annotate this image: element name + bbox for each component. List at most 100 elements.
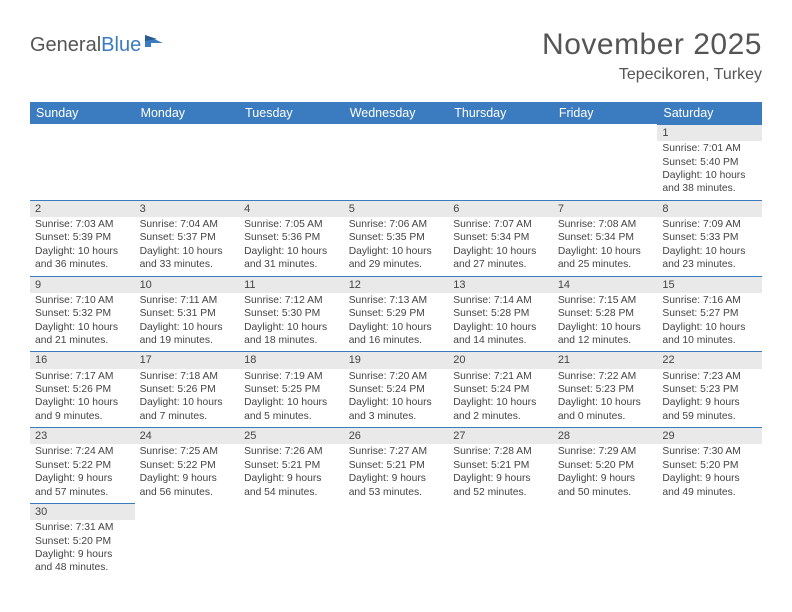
- day-number: 4: [239, 200, 344, 217]
- daylight-text: Daylight: 10 hours and 3 minutes.: [349, 396, 444, 423]
- calendar-page: General Blue November 2025 Tepecikoren, …: [0, 0, 792, 599]
- sunrise-text: Sunrise: 7:18 AM: [140, 370, 235, 383]
- daylight-text: Daylight: 10 hours and 23 minutes.: [662, 245, 757, 272]
- sunset-text: Sunset: 5:23 PM: [558, 383, 653, 396]
- day-empty: [657, 520, 762, 525]
- day-info: Sunrise: 7:20 AMSunset: 5:24 PMDaylight:…: [344, 369, 449, 428]
- calendar-cell-info: Sunrise: 7:16 AMSunset: 5:27 PMDaylight:…: [657, 293, 762, 352]
- sunset-text: Sunset: 5:30 PM: [244, 307, 339, 320]
- flag-icon: [145, 33, 167, 54]
- calendar-cell-num: 13: [448, 276, 553, 293]
- sunrise-text: Sunrise: 7:19 AM: [244, 370, 339, 383]
- day-empty: [657, 503, 762, 519]
- day-empty: [344, 520, 449, 525]
- sunrise-text: Sunrise: 7:04 AM: [140, 218, 235, 231]
- calendar-cell-num: 18: [239, 351, 344, 368]
- day-empty: [344, 141, 449, 146]
- calendar-cell-info: Sunrise: 7:31 AMSunset: 5:20 PMDaylight:…: [30, 520, 135, 579]
- day-info: Sunrise: 7:03 AMSunset: 5:39 PMDaylight:…: [30, 217, 135, 276]
- sunset-text: Sunset: 5:21 PM: [453, 459, 548, 472]
- daylight-text: Daylight: 9 hours and 59 minutes.: [662, 396, 757, 423]
- calendar-cell-num: 5: [344, 200, 449, 217]
- calendar-cell-num: 4: [239, 200, 344, 217]
- day-empty: [135, 503, 240, 519]
- daylight-text: Daylight: 10 hours and 0 minutes.: [558, 396, 653, 423]
- day-number: 20: [448, 351, 553, 368]
- sunset-text: Sunset: 5:27 PM: [662, 307, 757, 320]
- calendar-cell-num: 20: [448, 351, 553, 368]
- dayheader-friday: Friday: [553, 102, 658, 124]
- day-empty: [344, 503, 449, 519]
- sunrise-text: Sunrise: 7:12 AM: [244, 294, 339, 307]
- day-number: 27: [448, 427, 553, 444]
- sunrise-text: Sunrise: 7:27 AM: [349, 445, 444, 458]
- day-info: Sunrise: 7:24 AMSunset: 5:22 PMDaylight:…: [30, 444, 135, 503]
- calendar-cell-info: Sunrise: 7:27 AMSunset: 5:21 PMDaylight:…: [344, 444, 449, 503]
- calendar-cell-num: [135, 124, 240, 141]
- daylight-text: Daylight: 10 hours and 16 minutes.: [349, 321, 444, 348]
- day-number: 5: [344, 200, 449, 217]
- calendar-cell-info: Sunrise: 7:21 AMSunset: 5:24 PMDaylight:…: [448, 369, 553, 428]
- day-info: Sunrise: 7:23 AMSunset: 5:23 PMDaylight:…: [657, 369, 762, 428]
- daylight-text: Daylight: 10 hours and 38 minutes.: [662, 169, 757, 196]
- calendar-cell-num: 21: [553, 351, 658, 368]
- day-info: Sunrise: 7:06 AMSunset: 5:35 PMDaylight:…: [344, 217, 449, 276]
- calendar-cell-num: 9: [30, 276, 135, 293]
- calendar-cell-info: [344, 520, 449, 579]
- sunset-text: Sunset: 5:33 PM: [662, 231, 757, 244]
- sunset-text: Sunset: 5:28 PM: [453, 307, 548, 320]
- logo-text-blue: Blue: [101, 34, 141, 57]
- daylight-text: Daylight: 10 hours and 7 minutes.: [140, 396, 235, 423]
- sunset-text: Sunset: 5:40 PM: [662, 156, 757, 169]
- sunset-text: Sunset: 5:35 PM: [349, 231, 444, 244]
- calendar-cell-info: Sunrise: 7:04 AMSunset: 5:37 PMDaylight:…: [135, 217, 240, 276]
- sunrise-text: Sunrise: 7:28 AM: [453, 445, 548, 458]
- daylight-text: Daylight: 10 hours and 19 minutes.: [140, 321, 235, 348]
- day-empty: [135, 141, 240, 146]
- calendar-cell-info: [344, 141, 449, 200]
- calendar-cell-info: [657, 520, 762, 579]
- dayheader-saturday: Saturday: [657, 102, 762, 124]
- day-info: Sunrise: 7:17 AMSunset: 5:26 PMDaylight:…: [30, 369, 135, 428]
- sunrise-text: Sunrise: 7:25 AM: [140, 445, 235, 458]
- calendar-cell-info: Sunrise: 7:05 AMSunset: 5:36 PMDaylight:…: [239, 217, 344, 276]
- daylight-text: Daylight: 10 hours and 12 minutes.: [558, 321, 653, 348]
- day-info: Sunrise: 7:05 AMSunset: 5:36 PMDaylight:…: [239, 217, 344, 276]
- day-number: 13: [448, 276, 553, 293]
- calendar-cell-num: [657, 503, 762, 520]
- calendar-cell-num: 23: [30, 427, 135, 444]
- calendar-table: SundayMondayTuesdayWednesdayThursdayFrid…: [30, 102, 762, 579]
- day-number: 1: [657, 124, 762, 141]
- day-number: 14: [553, 276, 658, 293]
- daylight-text: Daylight: 10 hours and 33 minutes.: [140, 245, 235, 272]
- sunset-text: Sunset: 5:25 PM: [244, 383, 339, 396]
- calendar-cell-num: 15: [657, 276, 762, 293]
- day-number: 21: [553, 351, 658, 368]
- day-info: Sunrise: 7:30 AMSunset: 5:20 PMDaylight:…: [657, 444, 762, 503]
- sunrise-text: Sunrise: 7:07 AM: [453, 218, 548, 231]
- calendar-body: 1Sunrise: 7:01 AMSunset: 5:40 PMDaylight…: [30, 124, 762, 579]
- sunset-text: Sunset: 5:31 PM: [140, 307, 235, 320]
- calendar-cell-info: Sunrise: 7:20 AMSunset: 5:24 PMDaylight:…: [344, 369, 449, 428]
- day-empty: [344, 124, 449, 140]
- day-number: 2: [30, 200, 135, 217]
- sunrise-text: Sunrise: 7:26 AM: [244, 445, 339, 458]
- sunset-text: Sunset: 5:24 PM: [349, 383, 444, 396]
- page-header: General Blue November 2025 Tepecikoren, …: [30, 28, 762, 84]
- sunset-text: Sunset: 5:37 PM: [140, 231, 235, 244]
- calendar-cell-info: [553, 141, 658, 200]
- calendar-cell-num: [344, 503, 449, 520]
- day-empty: [553, 503, 658, 519]
- calendar-cell-info: Sunrise: 7:18 AMSunset: 5:26 PMDaylight:…: [135, 369, 240, 428]
- day-number: 18: [239, 351, 344, 368]
- calendar-cell-num: [553, 503, 658, 520]
- daylight-text: Daylight: 9 hours and 53 minutes.: [349, 472, 444, 499]
- sunset-text: Sunset: 5:29 PM: [349, 307, 444, 320]
- sunrise-text: Sunrise: 7:24 AM: [35, 445, 130, 458]
- calendar-cell-info: Sunrise: 7:01 AMSunset: 5:40 PMDaylight:…: [657, 141, 762, 200]
- calendar-cell-num: 1: [657, 124, 762, 141]
- day-number: 9: [30, 276, 135, 293]
- title-location: Tepecikoren, Turkey: [542, 66, 762, 84]
- daylight-text: Daylight: 10 hours and 25 minutes.: [558, 245, 653, 272]
- sunrise-text: Sunrise: 7:08 AM: [558, 218, 653, 231]
